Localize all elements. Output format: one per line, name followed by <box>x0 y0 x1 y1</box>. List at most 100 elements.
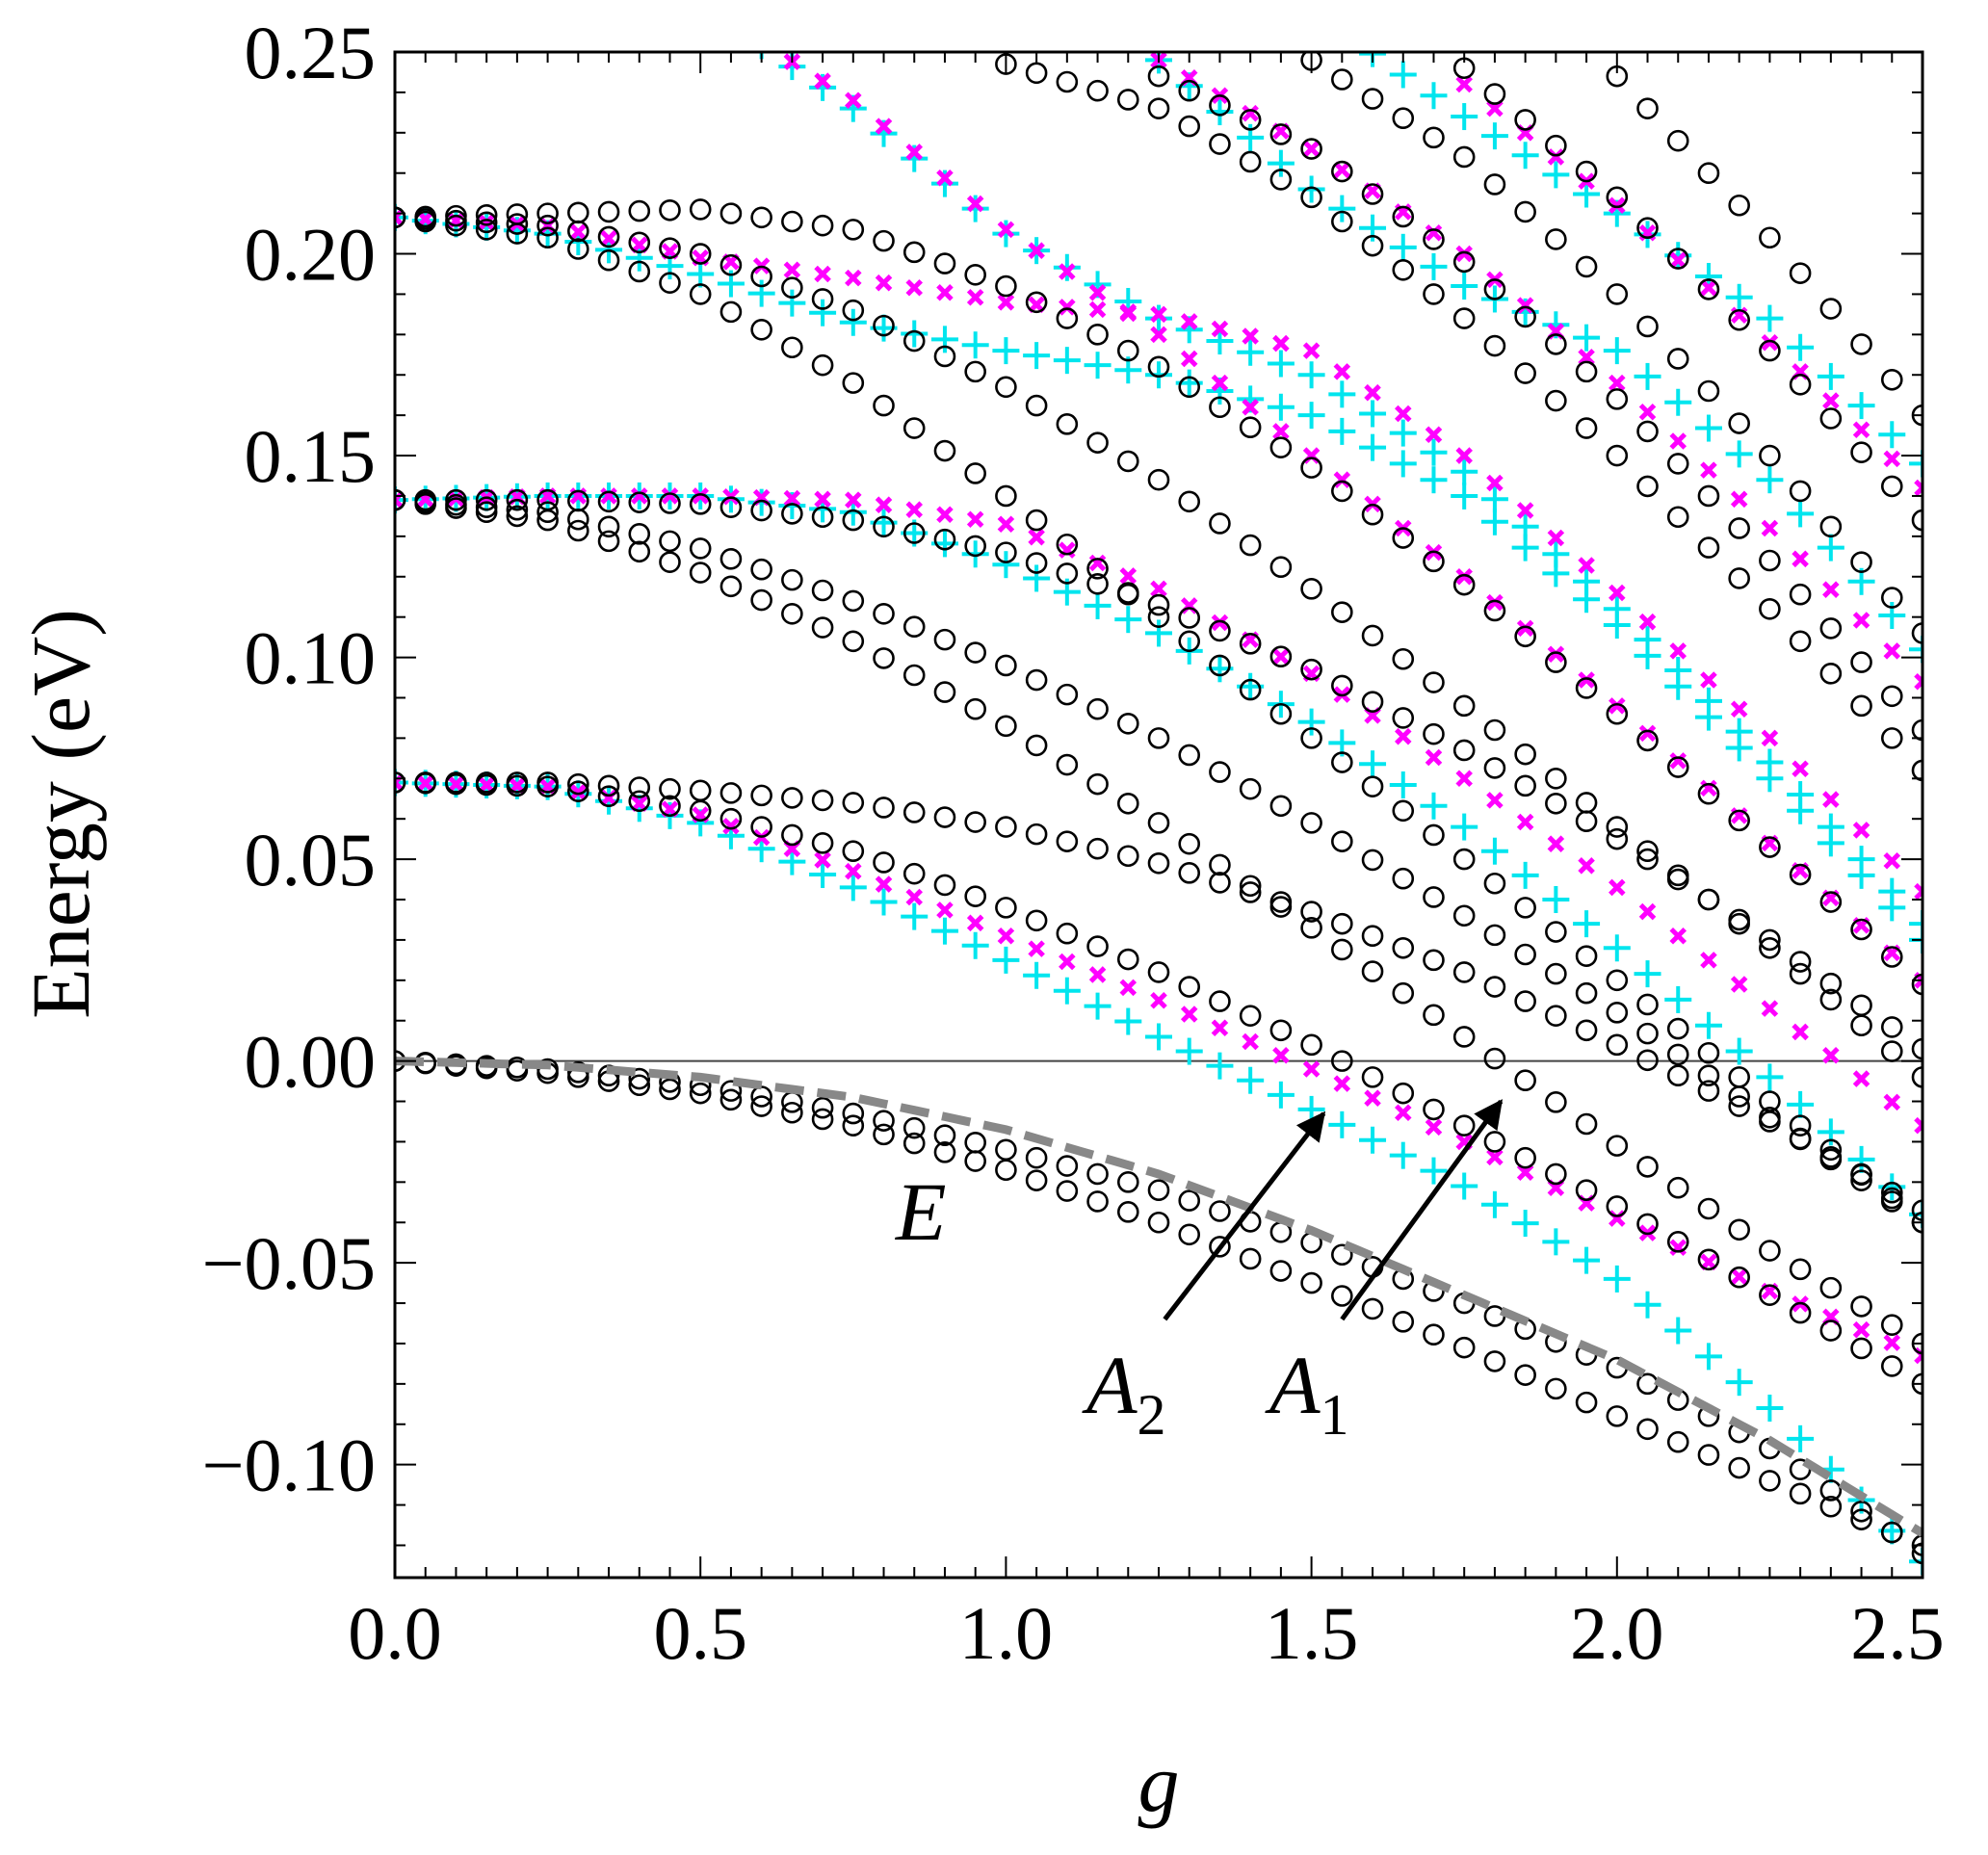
circle-marker <box>1789 962 1812 985</box>
plus-marker <box>1725 440 1753 468</box>
x-marker-stroke <box>1914 678 1923 691</box>
plus-marker <box>1359 400 1387 428</box>
circle-marker <box>719 253 743 276</box>
circle-marker <box>1606 1195 1629 1217</box>
plus-marker <box>1909 910 1923 938</box>
circle-marker <box>1728 912 1750 935</box>
circle-marker <box>1178 376 1201 399</box>
circle-marker <box>475 488 498 511</box>
x-marker-stroke <box>630 236 648 254</box>
plus-marker <box>1237 338 1265 366</box>
plus-marker <box>1084 591 1112 619</box>
x-marker-stroke <box>1333 1075 1351 1092</box>
x-marker <box>814 490 831 509</box>
plus-marker <box>1420 1157 1448 1185</box>
circle-marker <box>1300 901 1322 923</box>
x-marker <box>1761 1000 1779 1017</box>
plus-marker <box>656 252 684 280</box>
x-marker <box>997 221 1015 239</box>
circle-marker <box>1025 668 1048 692</box>
circle-marker <box>1636 97 1659 119</box>
x-marker <box>1364 383 1381 402</box>
circle-marker <box>445 772 467 796</box>
x-marker-stroke <box>1578 557 1595 574</box>
circle-marker <box>1392 258 1415 281</box>
circle-marker <box>1575 677 1598 699</box>
circle-marker <box>1606 969 1629 992</box>
x-marker <box>1852 612 1870 629</box>
circle-marker <box>1850 1295 1872 1318</box>
x-marker-stroke <box>1028 242 1045 259</box>
circle-marker <box>811 214 834 237</box>
circle-marker <box>1392 1311 1415 1333</box>
circle-marker <box>689 198 712 221</box>
plus-marker <box>1389 1141 1417 1169</box>
x-marker-stroke <box>1486 593 1504 612</box>
plus-marker <box>1023 961 1051 989</box>
x-marker-stroke <box>416 774 434 793</box>
circle-marker <box>1361 925 1384 948</box>
circle-marker <box>1147 593 1170 616</box>
circle-marker <box>1300 578 1322 600</box>
circle-marker <box>1116 582 1139 604</box>
x-marker-stroke <box>1455 447 1473 464</box>
x-marker <box>997 927 1015 945</box>
circle-marker <box>1331 210 1353 233</box>
x-marker <box>569 223 588 241</box>
plus-marker <box>1787 781 1815 809</box>
x-marker-stroke <box>1669 1239 1687 1256</box>
circle-marker <box>1056 753 1079 776</box>
circle-marker <box>995 1159 1017 1182</box>
x-marker-stroke <box>1609 878 1626 897</box>
circle-marker <box>1697 888 1720 911</box>
circle-marker <box>842 792 865 814</box>
x-marker-stroke <box>1455 1133 1473 1151</box>
x-marker-stroke <box>1547 529 1565 547</box>
circle-marker <box>1269 702 1293 725</box>
x-marker <box>1272 1046 1290 1064</box>
x-marker <box>1669 642 1687 660</box>
circle-marker <box>1759 936 1781 959</box>
plus-marker <box>1297 402 1325 430</box>
circle-marker <box>1209 872 1231 894</box>
circle-marker <box>689 283 712 305</box>
x-marker <box>936 901 954 919</box>
x-marker <box>1150 580 1167 598</box>
circle-marker <box>1850 1014 1872 1037</box>
y-tick-label: 0.15 <box>245 414 377 498</box>
circle-marker <box>597 225 620 248</box>
x-marker <box>1609 697 1626 715</box>
x-marker-stroke <box>1914 882 1923 896</box>
circle-marker <box>842 840 865 863</box>
x-marker <box>845 491 862 509</box>
circle-marker <box>1545 333 1567 355</box>
x-marker <box>1425 1118 1443 1137</box>
circle-marker <box>1361 624 1384 647</box>
plus-marker <box>1420 466 1448 494</box>
circle-marker <box>1178 832 1201 855</box>
x-marker-stroke <box>1852 421 1870 438</box>
circle-marker <box>1086 837 1109 860</box>
circle-marker <box>1300 457 1322 479</box>
circle-marker <box>1147 812 1170 834</box>
y-axis-title: Energy (eV) <box>14 609 107 1019</box>
x-marker-stroke <box>905 501 924 518</box>
circle-marker <box>1331 1243 1353 1267</box>
plus-marker <box>1359 214 1387 242</box>
circle-marker <box>628 1067 651 1090</box>
circle-marker <box>811 789 834 812</box>
x-marker-stroke <box>1302 1060 1321 1078</box>
x-marker <box>1516 1163 1534 1182</box>
x-marker-stroke <box>845 862 862 880</box>
circle-marker <box>1239 534 1262 557</box>
circle-marker <box>1116 1171 1139 1193</box>
circle-marker <box>1606 1405 1629 1427</box>
circle-levels-series <box>395 52 1923 1565</box>
circle-marker <box>1545 1091 1567 1113</box>
x-tick-label: 0.5 <box>653 1591 747 1675</box>
circle-marker <box>750 499 772 522</box>
circle-marker <box>1911 973 1923 996</box>
x-marker-stroke <box>1150 326 1167 344</box>
x-marker-stroke <box>1730 490 1748 509</box>
x-marker <box>1638 613 1657 631</box>
